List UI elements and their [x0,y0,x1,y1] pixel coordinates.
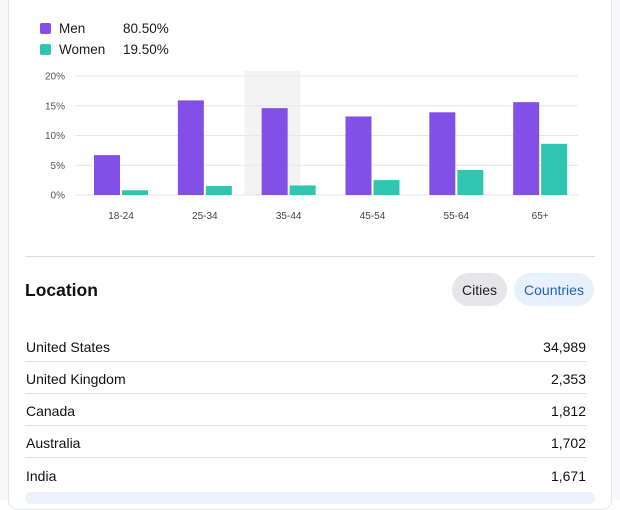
x-tick-label: 25-34 [192,211,218,222]
country-name: United Kingdom [26,371,126,387]
women-bar-35-44 [289,185,316,195]
location-title: Location [25,280,98,300]
next-section-strip [25,492,595,504]
legend-value: 19.50% [123,42,169,57]
y-tick-label: 5% [51,161,66,172]
table-row: Canada 1,812 [25,394,587,426]
women-bar-18-24 [122,190,148,195]
y-tick-label: 0% [51,191,66,202]
legend-label: Men [59,21,86,36]
country-count: 1,812 [550,403,586,419]
table-row: United Kingdom 2,353 [25,362,587,394]
country-name: Canada [26,403,76,419]
women-bar-45-54 [373,180,400,195]
men-bar-45-54 [345,116,372,195]
x-tick-label: 18-24 [108,211,134,222]
table-row: United States 34,989 [25,330,587,362]
countries-tab[interactable]: Countries [514,273,594,306]
legend-item-men: Men 80.50% [40,18,169,39]
country-name: India [26,468,57,484]
women-bar-25-34 [205,186,232,195]
cities-tab[interactable]: Cities [452,273,507,306]
y-tick-label: 15% [45,101,65,112]
x-tick-label: 45-54 [360,211,386,222]
gender-legend: Men 80.50% Women 19.50% [40,18,169,60]
country-count: 1,671 [550,468,586,484]
men-bar-65+ [513,102,540,195]
section-divider [25,256,595,257]
country-name: United States [26,339,111,355]
women-bar-55-64 [457,170,484,195]
x-tick-label: 55-64 [444,211,470,222]
legend-value: 80.50% [123,21,169,36]
country-name: Australia [26,435,81,451]
country-count: 34,989 [543,339,586,355]
y-tick-label: 10% [45,131,65,142]
country-count: 2,353 [550,371,586,387]
age-gender-bar-chart: 0% 5% 10% 15% 20% 18-24 25-34 35-44 45-54 55-64 65… [45,71,578,222]
men-bar-35-44 [261,108,288,195]
men-swatch [40,23,51,34]
men-bar-18-24 [94,155,120,195]
women-bar-65+ [541,143,568,195]
y-tick-label: 20% [45,72,65,83]
men-bar-55-64 [429,112,456,195]
legend-label: Women [59,42,106,57]
x-tick-label: 65+ [532,211,549,222]
men-bar-25-34 [177,100,204,195]
location-table: United States 34,989 United Kingdom 2,35… [25,330,587,490]
x-tick-label: 35-44 [276,211,302,222]
table-row: India 1,671 [25,458,587,490]
table-row: Australia 1,702 [25,426,587,458]
country-count: 1,702 [550,435,586,451]
women-swatch [40,44,51,55]
legend-item-women: Women 19.50% [40,39,169,60]
